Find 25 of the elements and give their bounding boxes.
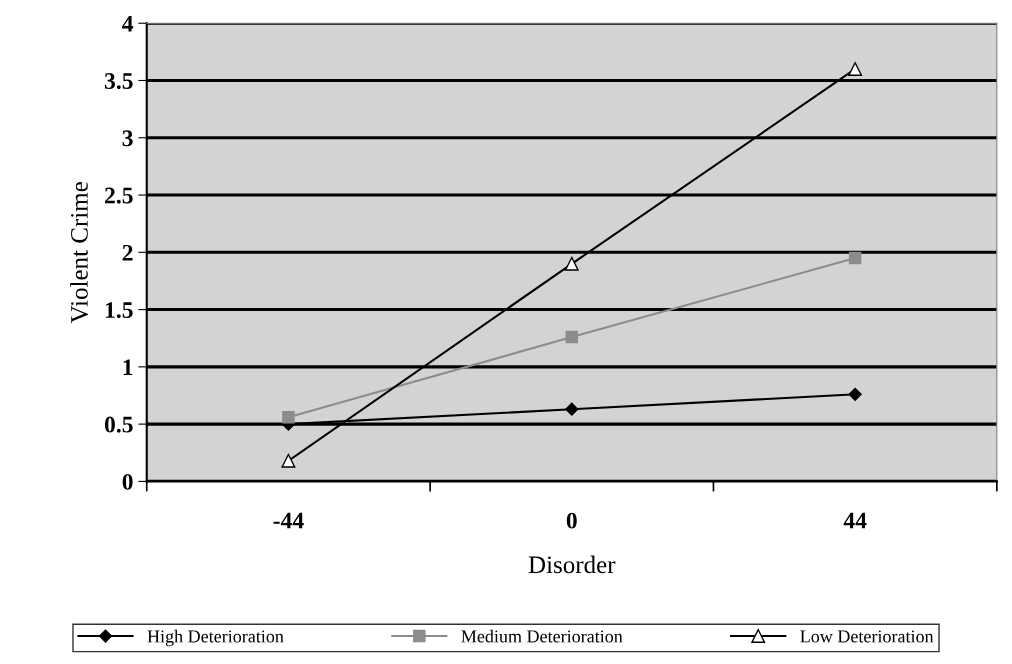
point [281, 453, 296, 468]
point [848, 62, 863, 77]
y-tick-label: 0 [122, 473, 133, 490]
point [848, 387, 862, 401]
y-tick-label: 2 [122, 244, 133, 261]
y-tick-label: 0.5 [104, 416, 133, 433]
y-tick-label: 4 [122, 15, 134, 32]
x-axis-title: Disorder [528, 555, 616, 574]
legend-label: Medium Deterioration [461, 629, 623, 643]
point [564, 256, 579, 271]
point [282, 411, 295, 424]
point [565, 330, 579, 344]
x-tick-label: 44 [843, 512, 867, 529]
y-tick-label: 3 [122, 130, 133, 147]
x-tick-label: -44 [273, 512, 304, 529]
point [848, 251, 862, 265]
y-tick-label: 2.5 [105, 187, 133, 204]
y-axis-title: Violent Crime [70, 182, 88, 324]
legend-label: Low Deterioration [800, 630, 934, 643]
y-tick-label: 1.5 [105, 302, 133, 319]
y-tick-label: 3.5 [104, 73, 133, 90]
point [565, 402, 579, 416]
legend-label: High Deterioration [147, 629, 284, 647]
y-tick-label: 1 [123, 359, 133, 376]
x-tick-label: 0 [566, 512, 577, 529]
